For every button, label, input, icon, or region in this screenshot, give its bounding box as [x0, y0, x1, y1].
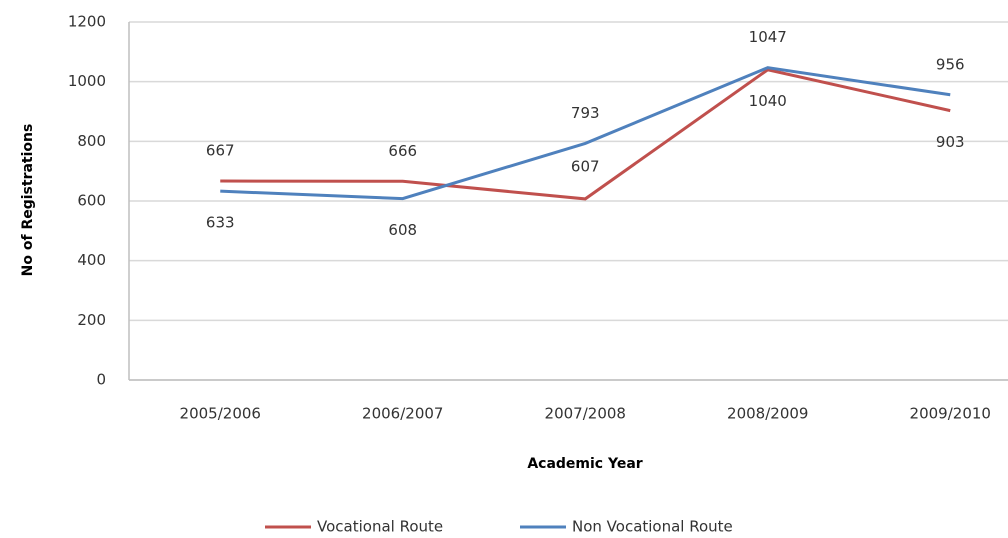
y-tick-label: 600 [77, 192, 106, 210]
data-label: 793 [571, 104, 600, 122]
data-label: 956 [936, 55, 965, 73]
data-label: 903 [936, 133, 965, 151]
data-label: 608 [388, 221, 417, 239]
data-label: 1047 [749, 28, 787, 46]
x-tick-label: 2006/2007 [362, 405, 443, 423]
y-tick-label: 400 [77, 251, 106, 269]
data-label: 607 [571, 157, 600, 175]
x-tick-label: 2007/2008 [545, 405, 626, 423]
series-line [220, 68, 951, 201]
data-label: 633 [206, 214, 235, 232]
data-label: 667 [206, 142, 235, 160]
x-tick-label: 2008/2009 [727, 405, 808, 423]
y-tick-label: 1000 [68, 72, 106, 90]
data-label: 1040 [749, 92, 787, 110]
x-tick-label: 2009/2010 [910, 405, 991, 423]
y-tick-label: 1200 [68, 13, 106, 31]
data-label: 666 [388, 142, 417, 160]
x-tick-label: 2005/2006 [180, 405, 261, 423]
y-tick-label: 800 [77, 132, 106, 150]
legend-label: Vocational Route [317, 518, 443, 536]
y-tick-label: 200 [77, 311, 106, 329]
y-tick-label: 0 [96, 371, 106, 389]
series-line [220, 66, 951, 201]
y-axis-title: No of Registrations [20, 124, 36, 277]
x-axis-title: Academic Year [527, 456, 642, 472]
legend-label: Non Vocational Route [572, 518, 733, 536]
